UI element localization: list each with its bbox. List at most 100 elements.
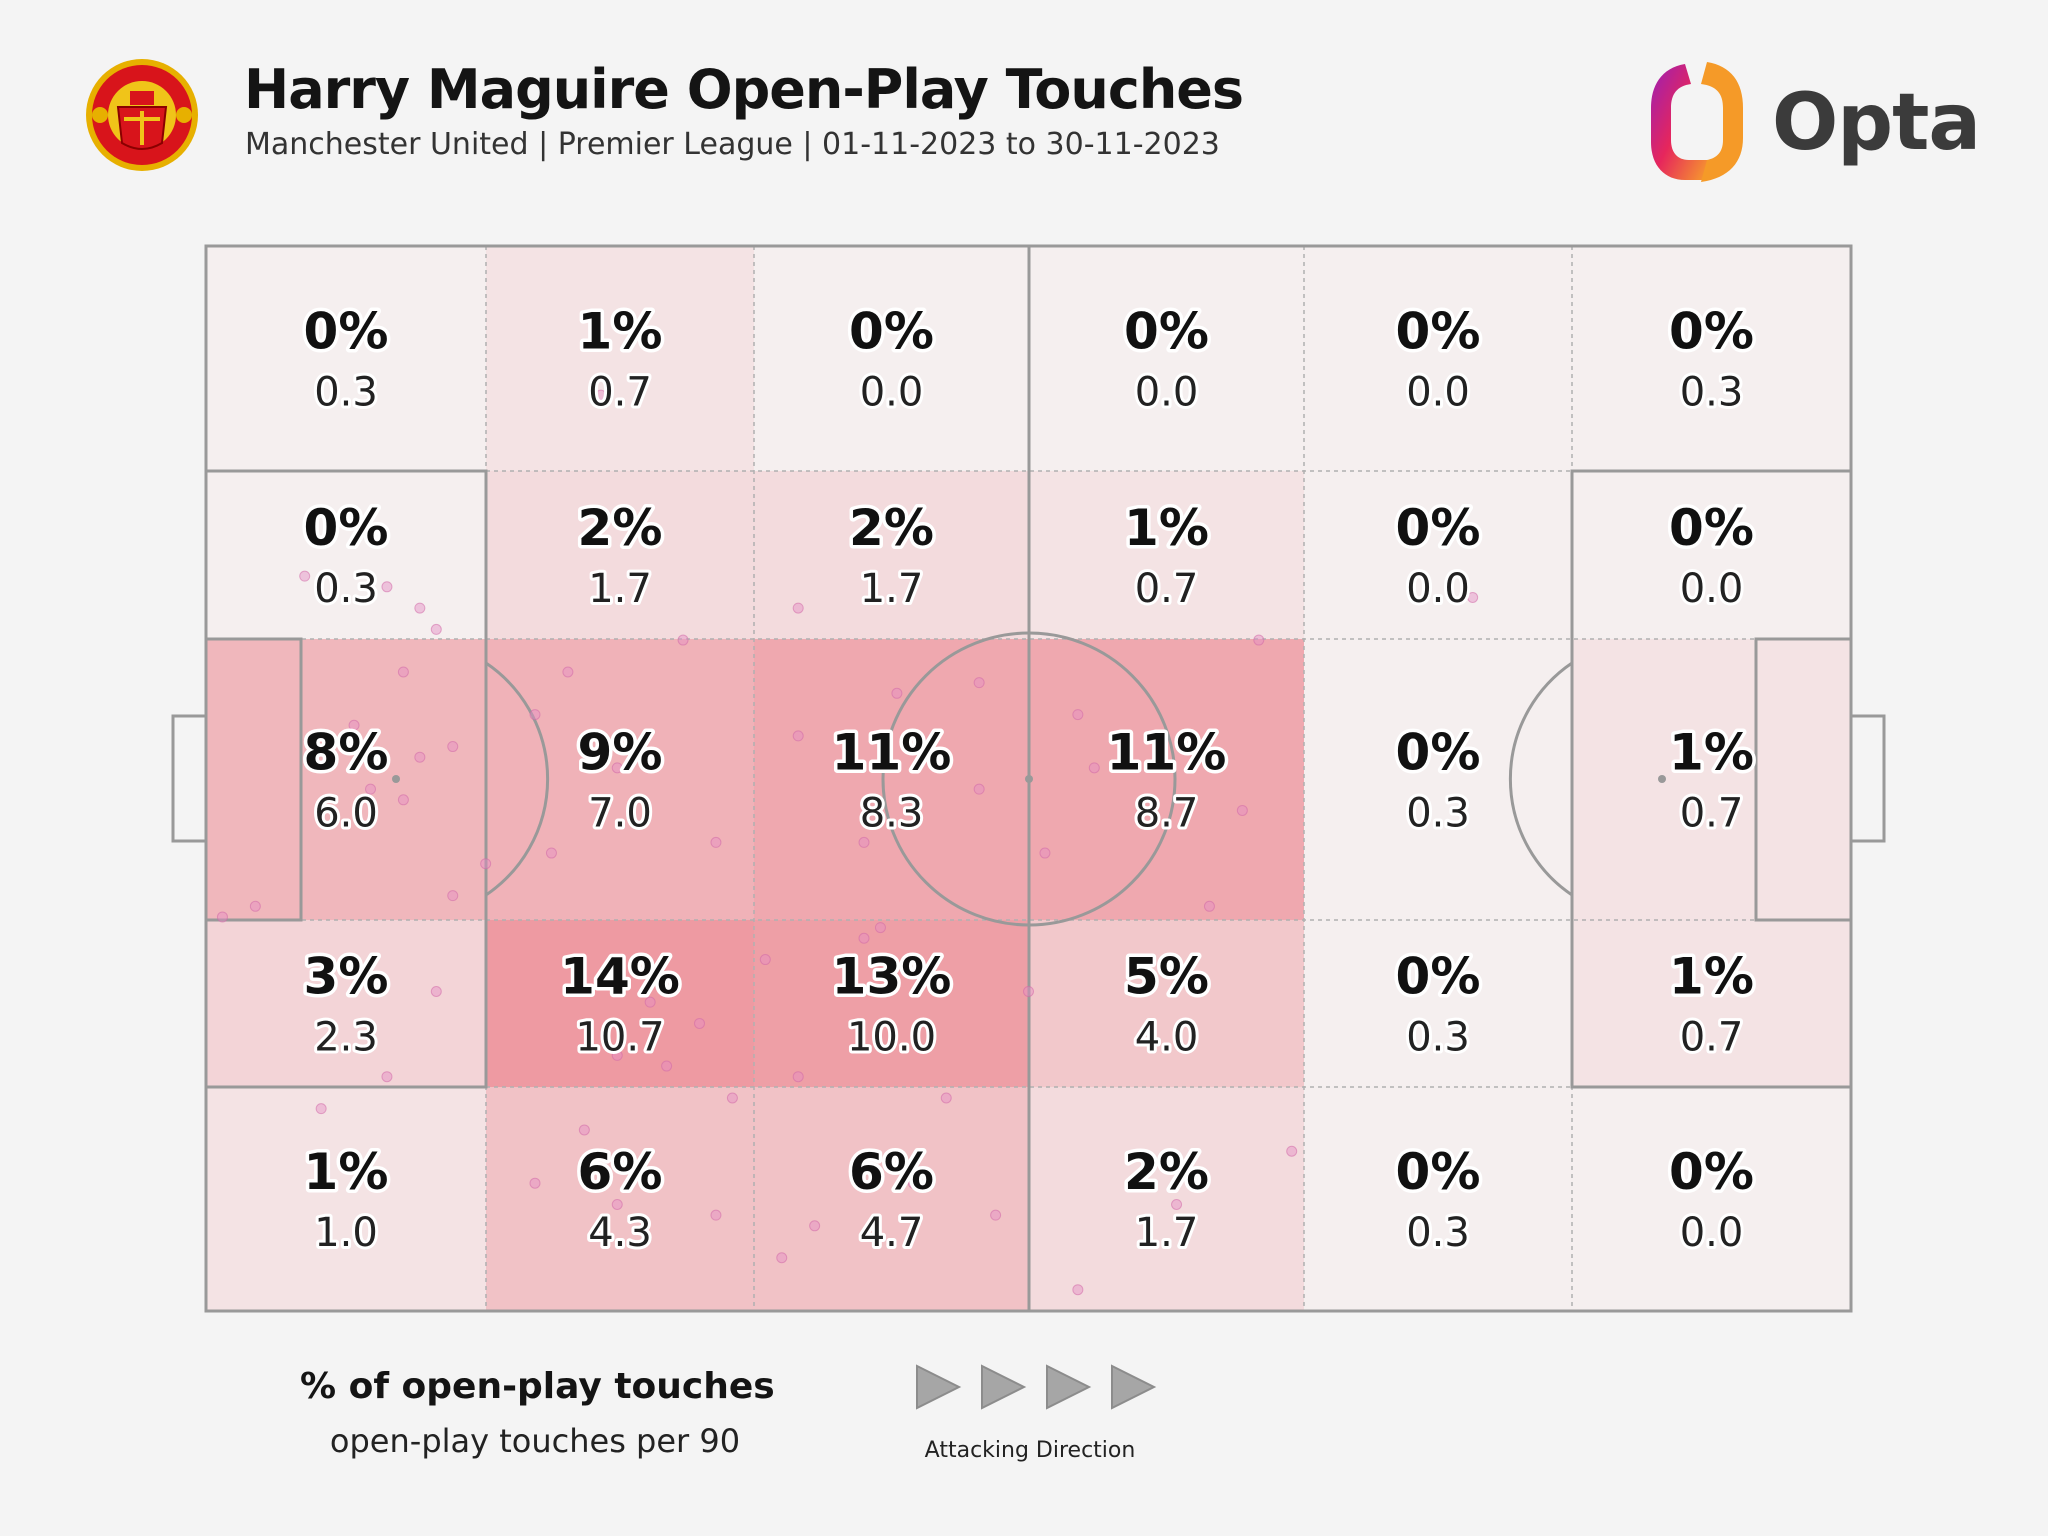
zone-fill — [486, 246, 754, 471]
zone-per90-label: 10.7 — [575, 1015, 664, 1061]
touch-point — [1171, 1199, 1183, 1210]
zone-fill — [1029, 471, 1304, 639]
zone-fill — [206, 920, 486, 1087]
zone-percent-label: 14% — [560, 948, 680, 1006]
zone-fill — [1572, 639, 1851, 920]
touch-point — [611, 1199, 623, 1210]
zone-percent-label: 9% — [578, 724, 663, 782]
zone-percent-label: 3% — [304, 948, 389, 1006]
zone-per90-label: 1.7 — [1135, 1210, 1199, 1256]
chart-title: Harry Maguire Open-Play Touches — [244, 58, 1244, 121]
zone-fill — [206, 471, 486, 639]
touch-point — [1088, 762, 1100, 774]
left-penalty-arc — [485, 661, 550, 897]
zone-fill — [206, 639, 486, 920]
touch-point — [397, 666, 409, 678]
zone-per90-label: 0.3 — [1406, 1015, 1470, 1061]
direction-arrow-icon — [981, 1364, 1027, 1410]
zone-percent-label: 0% — [1396, 499, 1481, 557]
touch-point — [661, 1060, 673, 1072]
zone-percent-label: 1% — [1124, 499, 1209, 557]
touch-point — [447, 741, 459, 753]
touch-point — [1236, 804, 1248, 816]
touch-point — [348, 719, 360, 731]
center-circle — [881, 631, 1177, 927]
left-penalty-spot — [392, 775, 400, 783]
touch-point — [529, 709, 541, 721]
zone-fill — [754, 1087, 1029, 1311]
touch-point — [710, 1209, 722, 1221]
touch-point — [299, 570, 311, 582]
zone-fill — [486, 1087, 754, 1311]
touch-point — [414, 751, 426, 763]
zone-percent-label: 11% — [832, 724, 952, 782]
zone-per90-label: 0.0 — [1680, 566, 1744, 612]
touch-point — [792, 602, 804, 614]
attacking-direction-label: Attacking Direction — [924, 1438, 1136, 1463]
zone-percent-label: 1% — [578, 303, 663, 361]
right-penalty-arc — [1508, 661, 1573, 897]
zone-percent-label: 0% — [1669, 499, 1754, 557]
touch-point — [776, 1252, 788, 1264]
zone-per90-label: 0.3 — [1680, 370, 1744, 416]
touch-point — [874, 922, 886, 934]
touch-point — [726, 1092, 738, 1104]
zone-percent-label: 1% — [1669, 948, 1754, 1006]
touch-point — [545, 847, 557, 859]
touch-point — [480, 858, 492, 870]
touch-point — [365, 783, 376, 795]
zone-fill — [1304, 1087, 1572, 1311]
attacking-direction-arrows — [916, 1364, 1157, 1410]
touch-point — [381, 1071, 393, 1083]
center-spot — [1025, 775, 1033, 783]
zone-percent-label: 2% — [578, 499, 663, 557]
direction-arrow-icon — [916, 1364, 962, 1410]
touch-point — [694, 1017, 705, 1029]
zone-per90-label: 1.0 — [314, 1210, 378, 1256]
touch-point — [1072, 709, 1084, 721]
zone-fill — [1029, 1087, 1304, 1311]
zone-percent-label: 2% — [1124, 1143, 1209, 1201]
zone-per90-label: 0.7 — [1135, 566, 1199, 612]
zone-per90-label: 0.0 — [860, 370, 924, 416]
direction-arrow-icon — [1046, 1364, 1092, 1410]
zone-fill — [1029, 246, 1304, 471]
zone-fill — [1029, 639, 1304, 920]
zone-fill — [486, 471, 754, 639]
touch-point — [973, 677, 985, 689]
zone-per90-label: 0.0 — [1135, 370, 1199, 416]
zone-per90-label: 6.0 — [314, 791, 378, 837]
touch-point — [397, 794, 409, 806]
zone-per90-label: 4.7 — [860, 1210, 924, 1256]
zone-percent-label: 11% — [1107, 724, 1227, 782]
touch-point — [677, 634, 689, 646]
zone-per90-label: 0.0 — [1680, 1210, 1744, 1256]
zone-percent-label: 0% — [304, 303, 389, 361]
zone-per90-label: 0.3 — [1406, 1210, 1470, 1256]
zone-percent-label: 0% — [304, 499, 389, 557]
right-penalty-spot — [1658, 775, 1666, 783]
direction-arrow-icon — [1111, 1364, 1157, 1410]
touch-point — [1286, 1145, 1298, 1157]
left-goal — [171, 714, 208, 843]
zone-fill — [754, 246, 1029, 471]
touch-point — [611, 762, 623, 774]
zone-per90-label: 1.7 — [588, 566, 652, 612]
chart-subtitle: Manchester United | Premier League | 01-… — [245, 127, 1220, 162]
zone-per90-label: 0.7 — [1680, 1015, 1744, 1061]
zone-percent-label: 13% — [832, 948, 952, 1006]
touch-point — [973, 783, 985, 795]
touch-point — [1467, 591, 1479, 603]
touch-point — [381, 581, 393, 593]
zone-per90-label: 0.3 — [1406, 791, 1470, 837]
zone-per90-label: 1.7 — [860, 566, 924, 612]
zone-per90-label: 0.0 — [1406, 566, 1470, 612]
zone-fill — [1029, 920, 1304, 1087]
zone-percent-label: 2% — [849, 499, 934, 557]
zone-percent-label: 0% — [1396, 948, 1481, 1006]
zone-percent-label: 6% — [849, 1143, 934, 1201]
zone-fill — [754, 920, 1029, 1087]
legend-percent-label: % of open-play touches — [300, 1366, 775, 1407]
touch-point — [1072, 1284, 1084, 1296]
